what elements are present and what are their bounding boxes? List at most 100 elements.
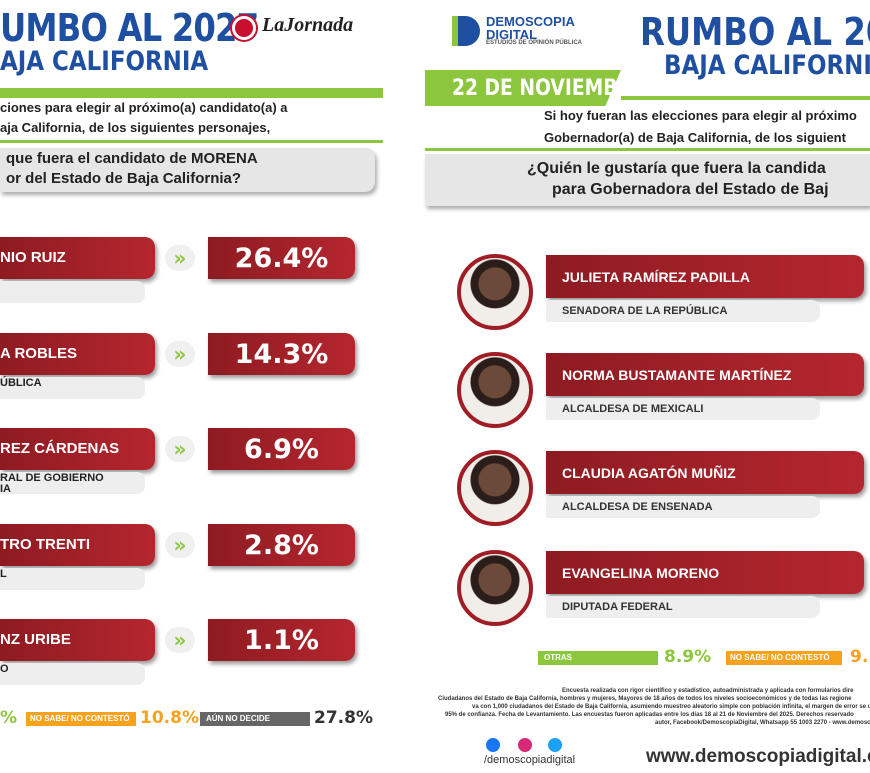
percent: 14.3% [234,338,329,370]
footnote-line: Encuesta realizada con rigor científico … [562,688,854,694]
photo [457,254,533,330]
role-bar [546,496,820,518]
social-icon [518,738,532,752]
name-bar [546,255,864,298]
undecided-label: AÚN NO DECIDE [200,712,310,726]
candidate-name: TRO TRENTI [0,535,90,553]
percent: 2.8% [244,529,319,561]
percent-box [208,332,355,375]
intro-line: Si hoy fueran las elecciones para elegir… [544,108,857,123]
role-bar [0,472,145,494]
name-bar [0,619,155,661]
logo-line: DIGITAL [486,27,538,42]
others-percent: % [0,708,18,728]
percent-box [208,523,355,566]
subtitle: AJA CALIFORNIA [0,46,209,77]
intro-line: Gobernador(a) de Baja California, de los… [544,130,846,145]
candidate-name: NZ URIBE [0,631,71,648]
percent: 26.4% [234,243,329,274]
question-box [0,148,375,192]
percent: 6.9% [244,434,319,465]
role-bar [0,663,145,685]
candidate-role: ALCALDESA DE ENSENADA [562,501,713,513]
question-line: que fuera el candidato de MORENA [6,150,258,167]
date-banner [425,70,621,106]
social-icon [486,738,500,752]
footnote-line: Ciudadanos del Estado de Baja California… [438,696,852,702]
subtitle: BAJA CALIFORNIA [664,50,870,81]
candidate-name: REZ CÁRDENAS [0,440,120,457]
logo-mark [452,16,480,46]
intro-line: ciones para elegir al próximo(a) candida… [0,100,288,115]
logo-icon [232,16,256,40]
logo-line: DEMOSCOPIA [486,14,575,29]
candidate-name: NIO RUIZ [0,249,66,266]
others-label: OTRAS [538,651,658,665]
candidate-role: ALCALDESA DE MEXICALI [562,403,704,415]
name-bar [546,451,864,494]
role-bar [546,398,820,420]
arrow-icon: » [165,436,195,462]
arrow-icon: » [165,340,195,367]
website: www.demoscopiadigital.co [646,746,870,767]
social-icon [548,738,562,752]
percent-box [208,619,355,661]
green-bar [0,88,383,98]
role-bar [0,376,145,399]
logo-tagline: ESTUDIOS DE OPINIÓN PÚBLICA [486,40,583,46]
candidate-role: O [0,663,9,675]
role-bar [546,596,820,618]
percent: 1.1% [244,625,319,656]
photo [457,352,533,428]
candidate-name: A ROBLES [0,344,77,362]
candidate-name: CLAUDIA AGATÓN MUÑIZ [562,465,736,481]
photo [457,450,533,526]
divider [425,148,870,151]
social-handle: /demoscopiadigital [484,754,576,766]
no-answer-label: NO SABE/ NO CONTESTÓ [726,651,842,665]
name-bar [546,353,864,396]
role-bar [546,300,820,322]
candidate-role: ÚBLICA [0,376,42,389]
name-bar [0,332,155,375]
question-line: or del Estado de Baja California? [6,170,242,187]
intro-line: aja California, de los siguientes person… [0,120,271,135]
candidate-role: DIPUTADA FEDERAL [562,601,673,613]
no-answer-percent: 9. [850,647,869,667]
footnote-line: autor, Facebook/DemoscopiaDigital, Whats… [655,720,870,726]
no-answer-percent: 10.8% [140,708,199,728]
footnote-line: 95% de confianza. Fecha de Levantamiento… [445,712,854,718]
arrow-icon: » [165,627,195,653]
candidate-role: L [0,567,7,580]
candidate-role: SENADORA DE LA REPÚBLICA [562,305,728,317]
arrow-icon: » [165,531,195,558]
date: 22 DE NOVIEMBRE [452,76,645,101]
footnote-line: va con 1,000 ciudadanos del Estado de Ba… [472,704,870,710]
candidate-role: IA [0,483,11,495]
name-bar [0,237,155,279]
divider [0,140,383,143]
green-line [621,96,870,100]
candidate-role: RAL DE GOBIERNO [0,472,104,484]
role-bar [0,567,145,590]
question-line: ¿Quién le gustaría que fuera la candida [527,160,826,177]
name-bar [0,428,155,470]
question-line: para Gobernadora del Estado de Baj [552,181,829,198]
logo: LaJornada [262,14,354,36]
arrow-icon: » [165,245,195,271]
percent-box [208,428,355,470]
no-answer-label: NO SABE/ NO CONTESTÓ [26,712,136,726]
candidate-name: EVANGELINA MORENO [562,565,720,581]
name-bar [546,551,864,594]
undecided-percent: 27.8% [314,708,373,728]
role-bar [0,281,145,303]
title: UMBO AL 2027 [0,6,259,50]
candidate-name: NORMA BUSTAMANTE MARTÍNEZ [562,367,792,383]
question-box [425,154,870,206]
photo [457,550,533,626]
title: RUMBO AL 202 [640,10,870,54]
others-percent: 8.9% [664,647,712,667]
name-bar [0,523,155,566]
candidate-name: JULIETA RAMÍREZ PADILLA [562,269,750,285]
